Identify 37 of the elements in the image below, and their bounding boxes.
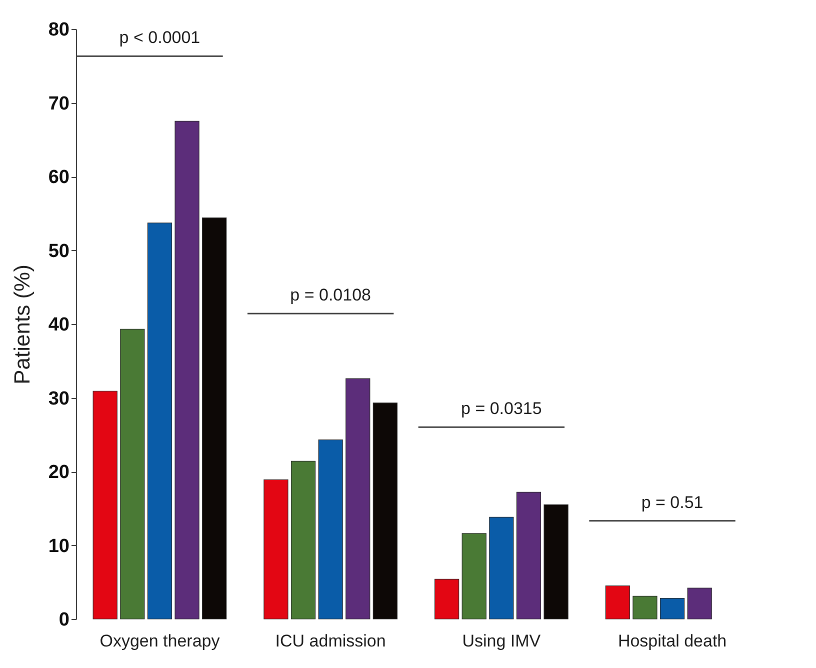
x-tick-label: Using IMV	[462, 632, 542, 650]
bar	[202, 218, 227, 620]
y-tick-label: 10	[48, 536, 70, 557]
y-tick-label: 60	[48, 167, 70, 188]
x-tick-label: Hospital death	[618, 632, 727, 650]
annotation: p = 0.0315	[461, 399, 542, 418]
bar	[120, 328, 145, 620]
bar	[434, 578, 460, 620]
x-tick-label: Oxygen therapy	[100, 632, 220, 650]
annotation: p = 0.51	[641, 492, 704, 512]
bar	[290, 460, 316, 620]
y-tick-label: 20	[48, 462, 70, 483]
y-tick-label: 40	[48, 314, 70, 336]
y-axis-title: Patients (%)	[9, 264, 34, 384]
bar	[174, 120, 200, 620]
bar	[346, 378, 370, 620]
bar	[632, 596, 658, 620]
annotation: p = 0.0108	[290, 286, 371, 305]
bar	[264, 479, 288, 620]
y-tick-label: 70	[48, 93, 70, 114]
bar	[660, 598, 685, 620]
bar	[489, 516, 514, 620]
y-tick-label: 50	[48, 240, 70, 262]
bar	[687, 588, 712, 620]
bar	[516, 492, 542, 620]
x-tick-label: ICU admission	[275, 632, 386, 650]
bar	[92, 390, 118, 620]
bar	[147, 222, 172, 620]
y-tick-label: 80	[48, 20, 70, 40]
bar	[318, 439, 343, 620]
y-tick-label: 0	[58, 610, 70, 630]
bar	[544, 504, 568, 620]
annotation: p < 0.0001	[119, 28, 200, 48]
bar	[372, 402, 398, 620]
bar	[605, 586, 630, 620]
bar	[462, 533, 486, 620]
y-tick-label: 30	[48, 388, 70, 410]
